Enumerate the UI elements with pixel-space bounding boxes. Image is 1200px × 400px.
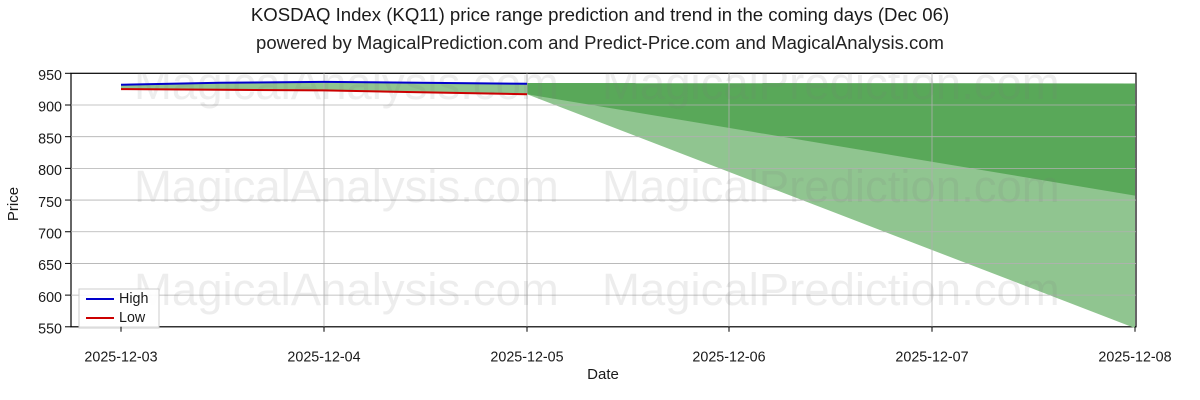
svg-text:850: 850 bbox=[38, 131, 62, 147]
svg-text:950: 950 bbox=[38, 68, 62, 84]
svg-text:2025-12-08: 2025-12-08 bbox=[1098, 350, 1171, 366]
svg-text:Date: Date bbox=[587, 366, 619, 383]
svg-text:Low: Low bbox=[119, 310, 146, 326]
svg-text:2025-12-07: 2025-12-07 bbox=[895, 350, 968, 366]
svg-text:2025-12-03: 2025-12-03 bbox=[84, 350, 157, 366]
svg-text:600: 600 bbox=[38, 290, 62, 306]
svg-text:Price: Price bbox=[5, 187, 22, 221]
svg-text:MagicalAnalysis.com: MagicalAnalysis.com bbox=[134, 264, 559, 315]
svg-text:2025-12-06: 2025-12-06 bbox=[692, 350, 765, 366]
svg-text:2025-12-04: 2025-12-04 bbox=[287, 350, 360, 366]
svg-text:550: 550 bbox=[38, 322, 62, 338]
svg-text:MagicalPrediction.com: MagicalPrediction.com bbox=[602, 264, 1060, 315]
svg-text:MagicalAnalysis.com: MagicalAnalysis.com bbox=[134, 161, 559, 212]
svg-text:MagicalPrediction.com: MagicalPrediction.com bbox=[602, 58, 1060, 109]
svg-text:750: 750 bbox=[38, 195, 62, 211]
svg-text:High: High bbox=[119, 291, 148, 307]
svg-text:700: 700 bbox=[38, 226, 62, 242]
svg-text:800: 800 bbox=[38, 163, 62, 179]
svg-text:900: 900 bbox=[38, 100, 62, 116]
svg-text:2025-12-05: 2025-12-05 bbox=[490, 350, 563, 366]
svg-text:650: 650 bbox=[38, 258, 62, 274]
svg-text:MagicalPrediction.com: MagicalPrediction.com bbox=[602, 161, 1060, 212]
